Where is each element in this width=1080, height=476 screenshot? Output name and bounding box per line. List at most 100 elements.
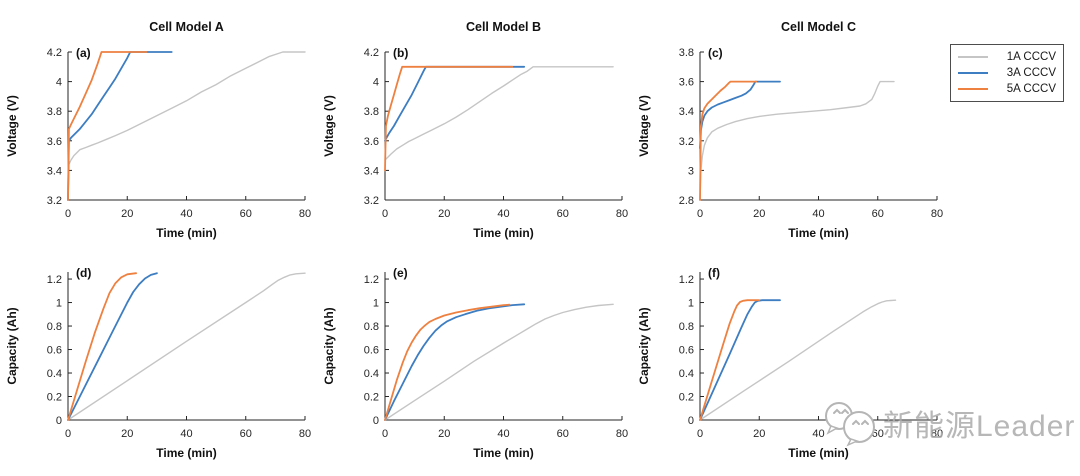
x-axis-title: Time (min) xyxy=(473,446,533,460)
legend-entry-1a-cccv: 1A CCCV xyxy=(958,51,1056,63)
y-tick-label: 0.6 xyxy=(679,345,694,357)
series-line-5a-cccv xyxy=(67,272,138,421)
legend-line-sample-blue xyxy=(958,72,988,74)
y-tick-label: 2.8 xyxy=(679,195,694,207)
series-line-5a-cccv xyxy=(699,299,761,421)
series-line-3a-cccv xyxy=(67,272,158,421)
subplot-title: Cell Model A xyxy=(149,20,224,34)
y-tick-label: 3.4 xyxy=(364,165,379,177)
y-axis-title: Voltage (V) xyxy=(637,95,651,157)
legend-entry-5a-cccv: 5A CCCV xyxy=(958,83,1056,95)
series-line-5a-cccv xyxy=(67,51,148,201)
legend-line-sample-gray xyxy=(958,56,988,58)
subplot-f-capacity-cell-model-c: 0 20 40 60 80 0 0.2 0.4 0.6 0.8 1 1.2 (f) Time (min) C… xyxy=(637,266,943,460)
x-tick-label: 80 xyxy=(931,208,943,220)
series-line-1a-cccv xyxy=(699,80,895,201)
y-tick-label: 3.4 xyxy=(47,165,62,177)
x-tick-label: 60 xyxy=(240,428,252,440)
subplot-e-capacity-cell-model-b: 0 20 40 60 80 0 0.2 0.4 0.6 0.8 1 1.2 (e) Time (min) C… xyxy=(322,266,628,460)
y-tick-label: 3.8 xyxy=(679,47,694,59)
legend-line-sample-orange xyxy=(958,88,988,90)
x-tick-label: 80 xyxy=(616,208,628,220)
y-tick-label: 0.8 xyxy=(47,321,62,333)
panel-letter: (f) xyxy=(708,266,720,280)
panel-letter: (d) xyxy=(76,266,91,280)
subplot-title: Cell Model C xyxy=(781,20,856,34)
y-tick-label: 0.8 xyxy=(679,321,694,333)
legend-box: 1A CCCV 3A CCCV 5A CCCV xyxy=(950,44,1064,102)
x-axis-title: Time (min) xyxy=(156,446,216,460)
y-axis-title: Capacity (Ah) xyxy=(637,307,651,384)
x-tick-label: 0 xyxy=(382,428,388,440)
y-tick-label: 3.2 xyxy=(679,136,694,148)
x-tick-label: 60 xyxy=(557,428,569,440)
x-tick-label: 20 xyxy=(753,208,765,220)
legend-entry-label: 3A CCCV xyxy=(1006,67,1056,79)
x-axis-title: Time (min) xyxy=(788,446,848,460)
x-tick-label: 40 xyxy=(812,428,824,440)
y-tick-label: 0 xyxy=(373,415,379,427)
series-line-1a-cccv xyxy=(67,272,306,421)
series-line-5a-cccv xyxy=(384,303,511,421)
y-tick-label: 1.2 xyxy=(364,274,379,286)
y-tick-label: 3.6 xyxy=(47,136,62,148)
x-tick-label: 20 xyxy=(753,428,765,440)
x-tick-label: 0 xyxy=(697,428,703,440)
y-tick-label: 3.2 xyxy=(364,195,379,207)
x-tick-label: 0 xyxy=(65,428,71,440)
y-tick-label: 3.2 xyxy=(47,195,62,207)
subplot-a-voltage-cell-model-a: 0 20 40 60 80 3.2 3.4 3.6 3.8 4 4.2 Cell Model A (a)… xyxy=(5,20,311,240)
x-tick-label: 40 xyxy=(497,208,509,220)
series-line-3a-cccv xyxy=(384,303,526,421)
x-tick-label: 0 xyxy=(697,208,703,220)
series-line-1a-cccv xyxy=(384,66,614,161)
series-line-5a-cccv xyxy=(384,65,514,172)
x-tick-label: 60 xyxy=(557,208,569,220)
x-tick-label: 80 xyxy=(616,428,628,440)
x-tick-label: 40 xyxy=(497,428,509,440)
series-line-3a-cccv xyxy=(699,80,781,150)
panel-letter: (c) xyxy=(708,46,723,60)
y-tick-label: 0 xyxy=(56,415,62,427)
subplot-title: Cell Model B xyxy=(466,20,541,34)
y-tick-label: 3.8 xyxy=(47,106,62,118)
x-tick-label: 60 xyxy=(872,428,884,440)
y-tick-label: 1 xyxy=(688,298,694,310)
y-tick-label: 3.8 xyxy=(364,106,379,118)
x-tick-label: 80 xyxy=(931,428,943,440)
x-tick-label: 60 xyxy=(240,208,252,220)
y-tick-label: 1 xyxy=(373,298,379,310)
y-tick-label: 0.2 xyxy=(47,392,62,404)
y-tick-label: 0.2 xyxy=(364,392,379,404)
subplot-c-voltage-cell-model-c: 0 20 40 60 80 2.8 3 3.2 3.4 3.6 3.8 Cell Model C (c)… xyxy=(637,20,943,240)
y-tick-label: 0 xyxy=(688,415,694,427)
x-tick-label: 60 xyxy=(872,208,884,220)
y-tick-label: 1 xyxy=(56,298,62,310)
y-tick-label: 0.4 xyxy=(679,368,694,380)
x-tick-label: 80 xyxy=(299,208,311,220)
y-axis-title: Voltage (V) xyxy=(322,95,336,157)
x-tick-label: 40 xyxy=(180,208,192,220)
y-tick-label: 0.2 xyxy=(679,392,694,404)
x-axis-title: Time (min) xyxy=(473,226,533,240)
y-tick-label: 0.4 xyxy=(364,368,379,380)
series-line-3a-cccv xyxy=(67,51,173,201)
x-tick-label: 0 xyxy=(65,208,71,220)
legend-entry-label: 1A CCCV xyxy=(1006,51,1056,63)
y-tick-label: 0.8 xyxy=(364,321,379,333)
y-tick-label: 0.6 xyxy=(364,345,379,357)
series-line-1a-cccv xyxy=(67,51,306,201)
x-tick-label: 20 xyxy=(121,428,133,440)
series-line-1a-cccv xyxy=(699,299,897,421)
y-axis-title: Capacity (Ah) xyxy=(322,307,336,384)
x-tick-label: 20 xyxy=(121,208,133,220)
y-axis-title: Capacity (Ah) xyxy=(5,307,19,384)
y-tick-label: 4.2 xyxy=(47,47,62,59)
y-tick-label: 1.2 xyxy=(679,274,694,286)
series-line-1a-cccv xyxy=(384,303,614,421)
panel-letter: (b) xyxy=(393,46,408,60)
x-tick-label: 40 xyxy=(812,208,824,220)
x-tick-label: 0 xyxy=(382,208,388,220)
y-tick-label: 3.4 xyxy=(679,106,694,118)
